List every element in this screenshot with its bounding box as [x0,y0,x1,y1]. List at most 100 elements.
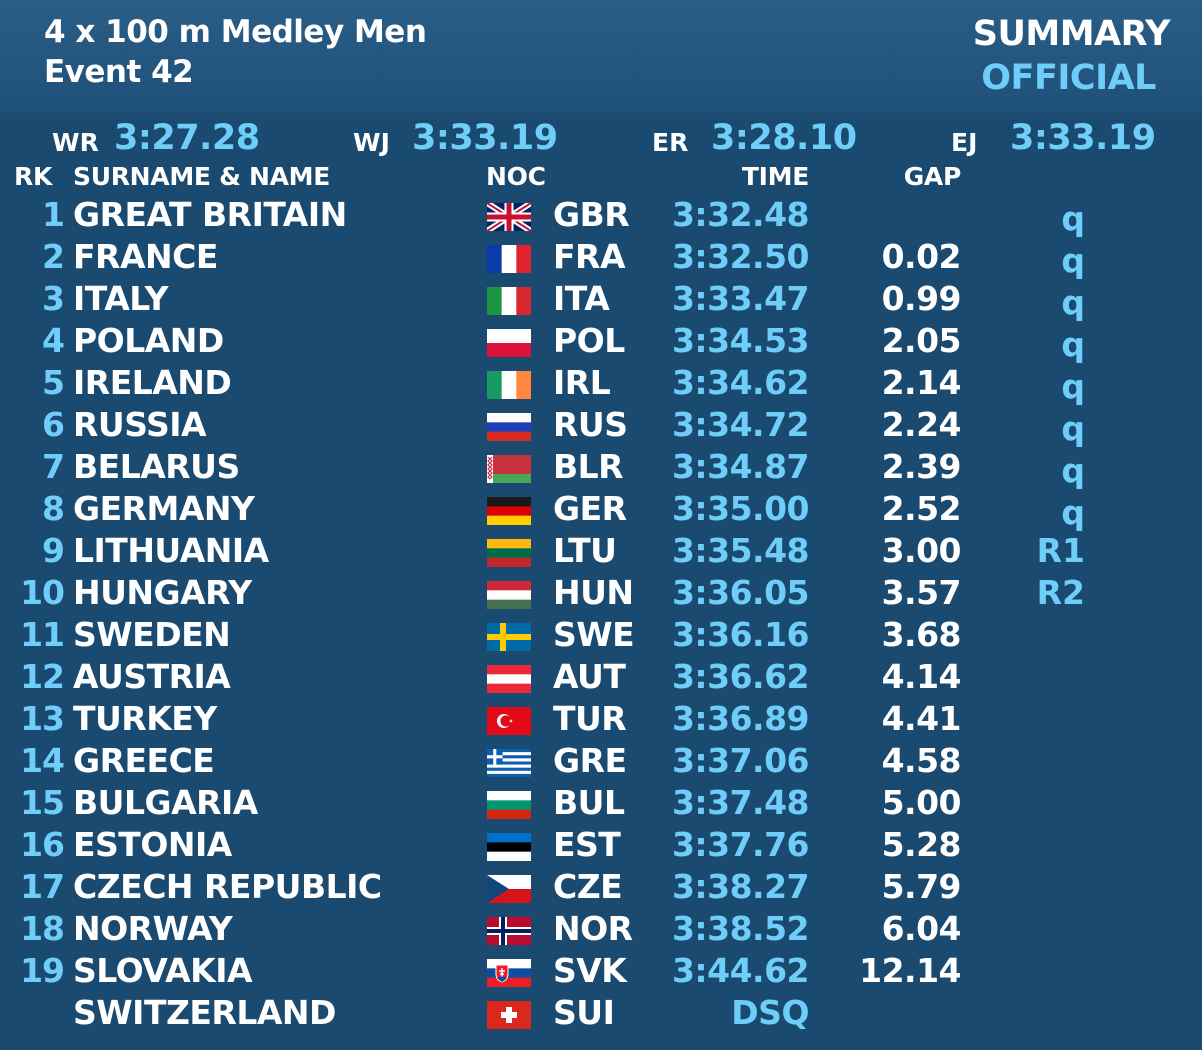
time-gap: 2.24 [881,405,962,444]
team-name: RUSSIA [73,405,207,444]
table-row: 5 IRELAND IRL 3:34.62 2.14 q [0,363,1202,406]
team-name: GREECE [73,741,215,780]
noc-code: GBR [553,195,630,234]
noc-code: ITA [553,279,610,318]
wj-value: 3:33.19 [412,118,558,158]
qualification-mark: q [1061,241,1085,280]
rank: 2 [42,237,65,276]
time-gap: 2.52 [881,489,962,528]
qualification-mark: R2 [1036,573,1085,612]
rank: 10 [20,573,65,612]
result-time: 3:34.53 [671,321,810,360]
result-time: 3:38.52 [671,909,810,948]
column-header-time: TIME [741,162,809,191]
result-time: 3:35.48 [671,531,810,570]
column-header-gap: GAP [903,162,962,191]
result-time: 3:35.00 [671,489,810,528]
wr-value: 3:27.28 [114,118,260,158]
qualification-mark: q [1061,493,1085,532]
cze-flag-icon [487,875,531,903]
rank: 12 [20,657,65,696]
table-row: 1 GREAT BRITAIN GBR 3:32.48 q [0,195,1202,238]
table-row: 6 RUSSIA RUS 3:34.72 2.24 q [0,405,1202,448]
table-row: 17 CZECH REPUBLIC CZE 3:38.27 5.79 [0,867,1202,909]
team-name: SWITZERLAND [73,993,336,1032]
noc-code: EST [553,825,621,864]
result-time: 3:34.62 [671,363,810,402]
qualification-mark: q [1061,325,1085,364]
team-name: IRELAND [73,363,232,402]
table-row: 10 HUNGARY HUN 3:36.05 3.57 R2 [0,573,1202,615]
team-name: HUNGARY [73,573,252,612]
column-header-name: SURNAME & NAME [73,162,331,191]
noc-code: POL [553,321,625,360]
noc-code: GER [553,489,627,528]
rus-flag-icon [487,413,531,441]
team-name: BULGARIA [73,783,258,822]
rank: 17 [20,867,65,906]
column-header-noc: NOC [486,162,546,191]
noc-code: IRL [553,363,611,402]
blr-flag-icon [487,455,531,483]
noc-code: CZE [553,867,623,906]
qualification-mark: q [1061,283,1085,322]
table-row: 18 NORWAY NOR 3:38.52 6.04 [0,909,1202,951]
er-value: 3:28.10 [711,118,857,158]
rank: 14 [20,741,65,780]
qualification-mark: q [1061,367,1085,406]
er-label: ER [652,128,689,157]
time-gap: 2.14 [881,363,962,402]
est-flag-icon [487,833,531,861]
table-row: 15 BULGARIA BUL 3:37.48 5.00 [0,783,1202,825]
team-name: FRANCE [73,237,218,276]
qualification-mark: q [1061,409,1085,448]
time-gap: 4.41 [881,699,962,738]
rank: 3 [42,279,65,318]
time-gap: 3.00 [881,531,962,570]
noc-code: NOR [553,909,633,948]
pol-flag-icon [487,329,531,357]
rank: 5 [42,363,65,402]
rank: 9 [42,531,65,570]
team-name: AUSTRIA [73,657,231,696]
bul-flag-icon [487,791,531,819]
rank: 6 [42,405,65,444]
ej-value: 3:33.19 [1010,118,1156,158]
time-gap: 2.05 [881,321,962,360]
noc-code: GRE [553,741,627,780]
gbr-flag-icon [487,203,531,231]
header-band [0,0,1202,112]
rank: 11 [20,615,65,654]
wr-label: WR [52,128,99,157]
table-row: 8 GERMANY GER 3:35.00 2.52 q [0,489,1202,532]
team-name: LITHUANIA [73,531,269,570]
table-row: 7 BELARUS BLR 3:34.87 2.39 q [0,447,1202,490]
qualification-mark: q [1061,451,1085,490]
result-time: 3:36.05 [671,573,810,612]
nor-flag-icon [487,917,531,945]
result-time: 3:38.27 [671,867,810,906]
wj-label: WJ [353,128,390,157]
time-gap: 3.57 [881,573,962,612]
result-time: 3:34.72 [671,405,810,444]
sui-flag-icon [487,1001,531,1029]
result-time: 3:36.89 [671,699,810,738]
team-name: BELARUS [73,447,240,486]
time-gap: 5.79 [881,867,962,906]
result-time: 3:37.06 [671,741,810,780]
tur-flag-icon [487,707,531,735]
time-gap: 4.58 [881,741,962,780]
table-row: 9 LITHUANIA LTU 3:35.48 3.00 R1 [0,531,1202,573]
time-gap: 3.68 [881,615,962,654]
rank: 16 [20,825,65,864]
fra-flag-icon [487,245,531,273]
table-row: 3 ITALY ITA 3:33.47 0.99 q [0,279,1202,322]
rank: 18 [20,909,65,948]
noc-code: AUT [553,657,626,696]
swe-flag-icon [487,623,531,651]
noc-code: BUL [553,783,625,822]
rank: 4 [42,321,65,360]
noc-code: LTU [553,531,617,570]
ltu-flag-icon [487,539,531,567]
time-gap: 4.14 [881,657,962,696]
